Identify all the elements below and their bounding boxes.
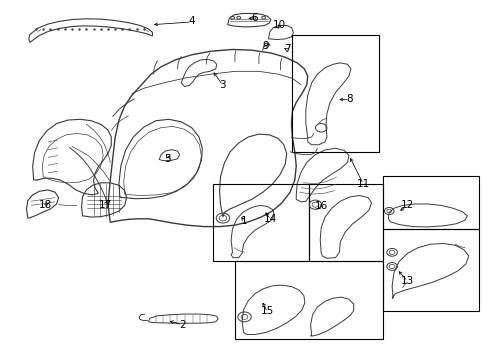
Text: 16: 16 [314,202,327,211]
Text: 14: 14 [264,214,277,224]
Text: 2: 2 [179,320,185,330]
Text: 9: 9 [262,41,269,51]
Text: 18: 18 [39,200,52,210]
Text: 12: 12 [400,200,413,210]
Bar [213,184,308,261]
Bar [292,35,378,152]
Text: 6: 6 [250,13,257,23]
Text: 7: 7 [284,45,290,54]
Text: 11: 11 [356,179,369,189]
Text: 4: 4 [188,16,195,26]
Text: 17: 17 [99,200,112,210]
Bar [234,261,383,339]
Bar [383,229,478,311]
Text: 8: 8 [346,94,352,104]
Text: 15: 15 [260,306,274,316]
Text: 10: 10 [272,20,285,30]
Text: 5: 5 [164,154,171,164]
Text: 1: 1 [241,216,247,226]
Bar [383,176,478,229]
Text: 13: 13 [400,275,413,285]
Text: 3: 3 [219,80,226,90]
Bar [308,184,383,261]
